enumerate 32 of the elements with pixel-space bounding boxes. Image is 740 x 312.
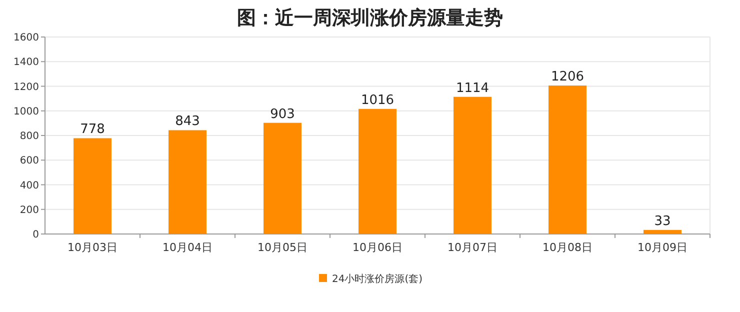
bar xyxy=(264,122,302,234)
x-tick-label: 10月09日 xyxy=(638,241,688,254)
data-label: 843 xyxy=(175,114,200,130)
x-tick-label: 10月06日 xyxy=(352,241,402,254)
data-label: 1206 xyxy=(550,70,584,85)
y-tick-label: 1000 xyxy=(14,106,39,118)
y-tick-label: 1200 xyxy=(14,82,39,93)
data-label: 1114 xyxy=(456,80,490,96)
y-tick-label: 200 xyxy=(20,204,39,216)
bar xyxy=(168,130,206,234)
x-tick-label: 10月08日 xyxy=(542,241,592,254)
data-label: 903 xyxy=(270,106,295,122)
x-tick-label: 10月07日 xyxy=(448,241,498,254)
chart-title: 图：近一周深圳涨价房源量走势 xyxy=(237,7,503,29)
legend-label: 24小时涨价房源(套) xyxy=(332,273,423,285)
bar xyxy=(454,96,492,234)
data-label: 33 xyxy=(654,214,671,229)
bar xyxy=(644,230,682,234)
y-tick-label: 0 xyxy=(32,230,39,240)
y-tick-label: 800 xyxy=(20,131,39,142)
data-label: 1016 xyxy=(360,92,394,108)
y-tick-label: 1600 xyxy=(14,32,39,44)
x-tick-label: 10月05日 xyxy=(258,241,308,254)
bar xyxy=(74,138,112,234)
bar xyxy=(548,86,586,234)
y-tick-label: 400 xyxy=(20,180,39,192)
data-label: 778 xyxy=(80,122,105,138)
y-tick-label: 600 xyxy=(20,156,39,167)
y-tick-label: 1400 xyxy=(14,57,39,68)
x-tick-label: 10月03日 xyxy=(68,241,118,254)
x-tick-label: 10月04日 xyxy=(162,241,212,254)
bar xyxy=(358,108,396,234)
